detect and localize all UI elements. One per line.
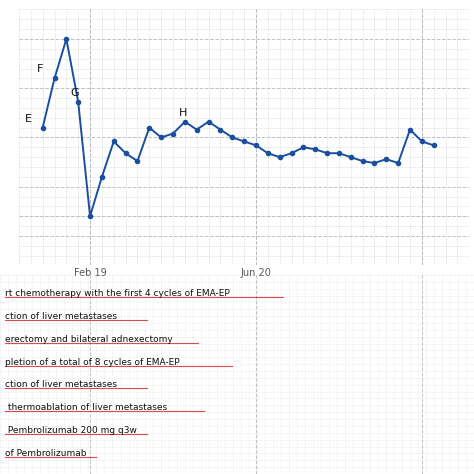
- Text: pletion of a total of 8 cycles of EMA-EP: pletion of a total of 8 cycles of EMA-EP: [5, 357, 179, 366]
- Text: G: G: [70, 88, 79, 98]
- Text: ction of liver metastases: ction of liver metastases: [5, 312, 117, 321]
- Text: rt chemotherapy with the first 4 cycles of EMA-EP: rt chemotherapy with the first 4 cycles …: [5, 289, 229, 298]
- Text: E: E: [25, 114, 32, 124]
- Text: of Pembrolizumab: of Pembrolizumab: [5, 449, 86, 458]
- Text: thermoablation of liver metastases: thermoablation of liver metastases: [5, 403, 167, 412]
- Text: erectomy and bilateral adnexectomy: erectomy and bilateral adnexectomy: [5, 335, 173, 344]
- Text: ction of liver metastases: ction of liver metastases: [5, 381, 117, 390]
- Text: Pembrolizumab 200 mg q3w: Pembrolizumab 200 mg q3w: [5, 426, 137, 435]
- Text: H: H: [179, 108, 187, 118]
- Text: F: F: [36, 64, 43, 74]
